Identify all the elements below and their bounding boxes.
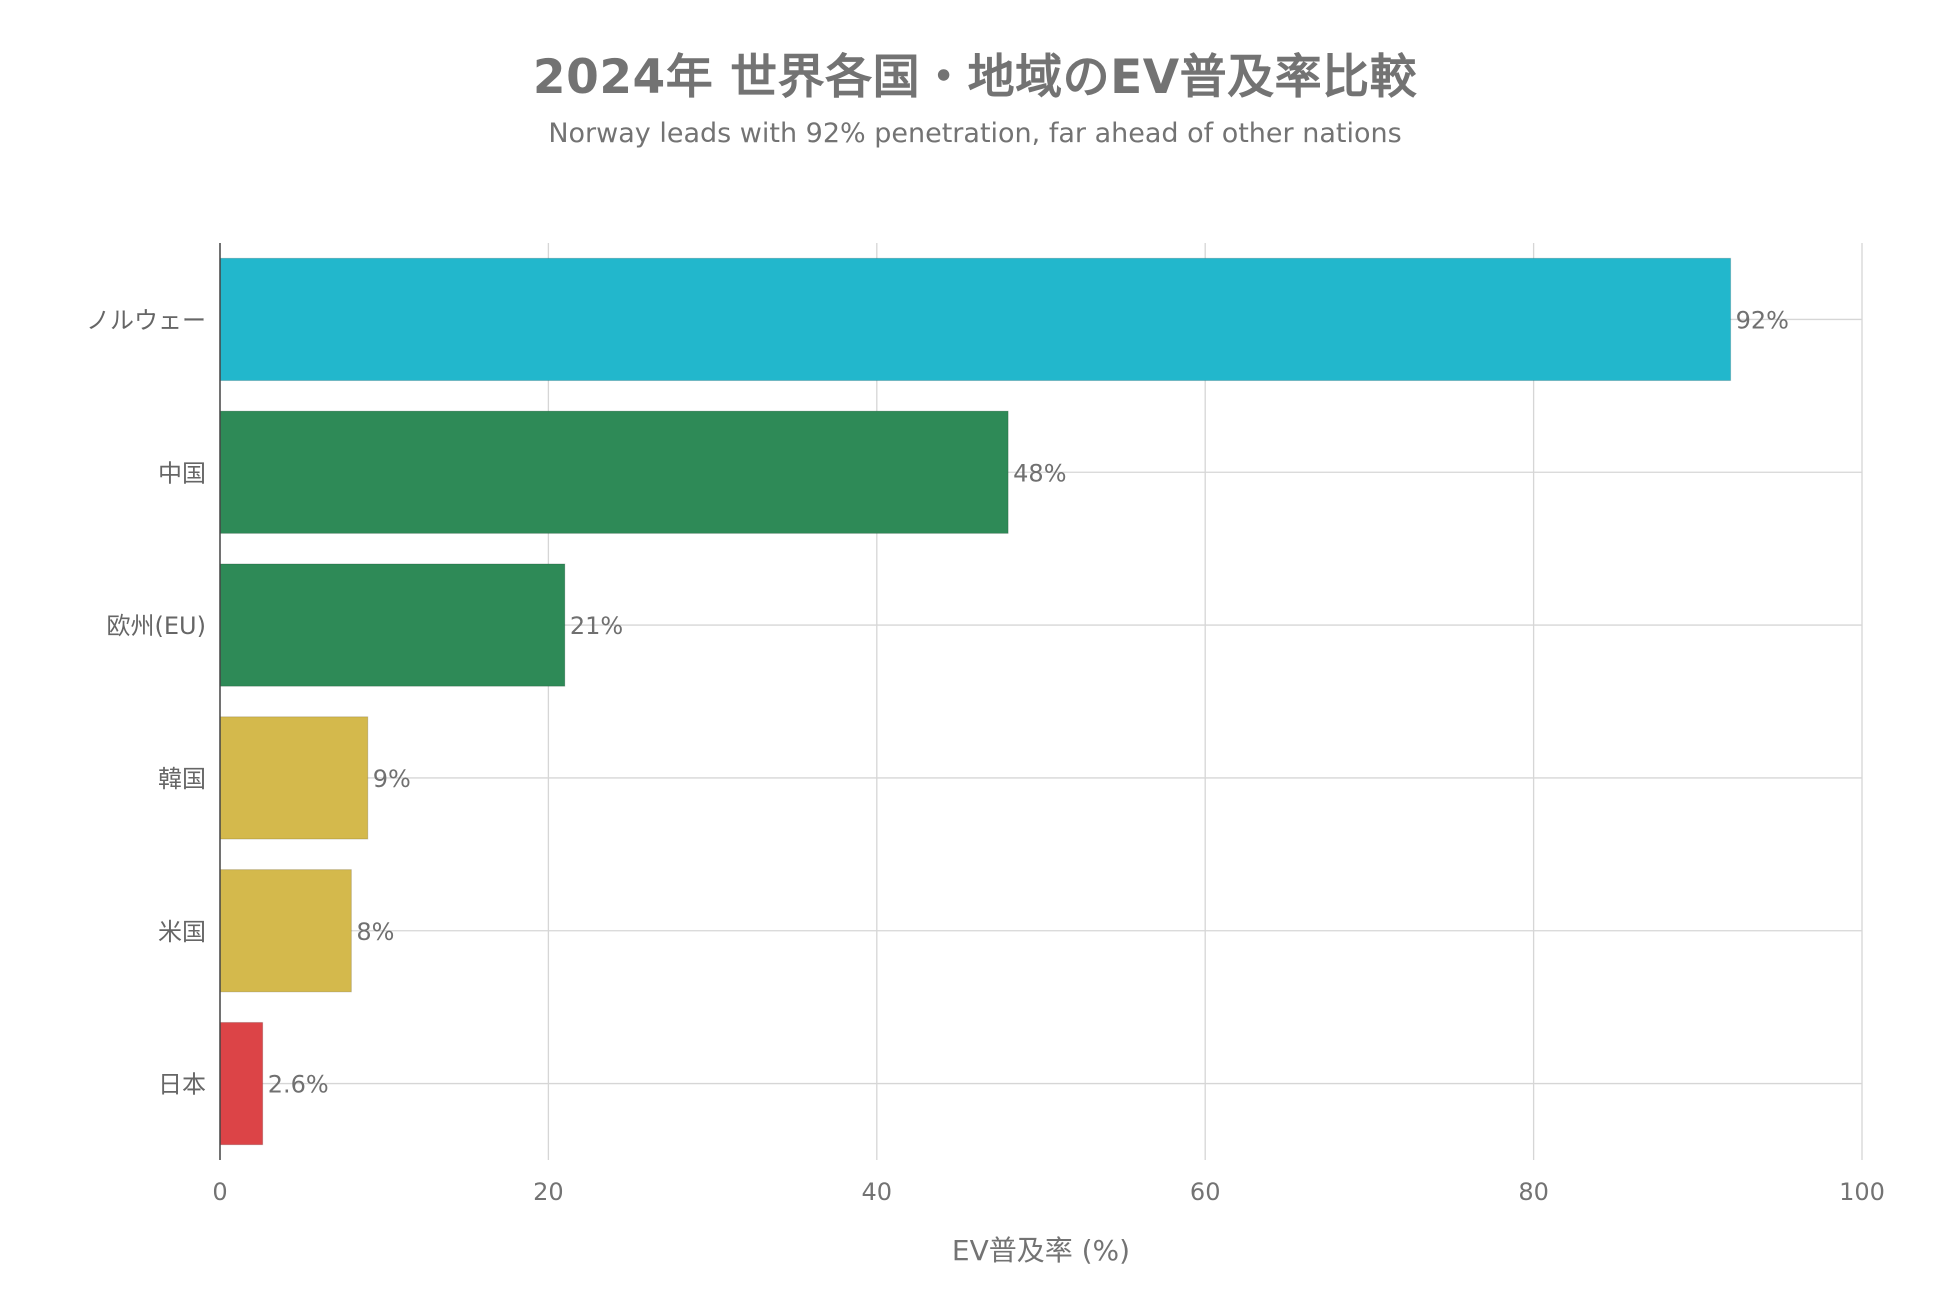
data-label: 21% — [570, 612, 623, 640]
x-tick-label: 100 — [1839, 1178, 1885, 1206]
chart-title: 2024年 世界各国・地域のEV普及率比較 — [532, 50, 1418, 105]
bar-layer — [219, 257, 1732, 1146]
bar — [219, 410, 1009, 534]
data-label: 9% — [373, 765, 411, 793]
data-label: 2.6% — [268, 1071, 329, 1099]
label-layer: 0 20 40 60 80 100 ノルウェー 92% 中国 48% 欧州(EU) 21% 韓国 9% 米国… — [86, 306, 1885, 1206]
x-axis-title: EV普及率 (%) — [952, 1234, 1130, 1267]
category-label: 韓国 — [158, 765, 206, 793]
category-label: ノルウェー — [86, 306, 206, 334]
category-label: 中国 — [158, 459, 206, 487]
x-tick-label: 40 — [862, 1178, 893, 1206]
bar — [219, 869, 352, 993]
x-tick-label: 80 — [1518, 1178, 1549, 1206]
bar — [219, 716, 369, 840]
category-label: 米国 — [158, 918, 206, 946]
data-label: 48% — [1013, 459, 1066, 487]
category-label: 欧州(EU) — [107, 612, 206, 640]
bar — [219, 1021, 264, 1146]
data-label: 8% — [356, 918, 394, 946]
x-tick-label: 0 — [212, 1178, 227, 1206]
category-label: 日本 — [158, 1071, 206, 1099]
x-tick-label: 60 — [1190, 1178, 1221, 1206]
bar — [219, 257, 1732, 382]
x-tick-label: 20 — [533, 1178, 564, 1206]
bar — [219, 563, 566, 687]
data-label: 92% — [1736, 306, 1789, 334]
chart-subtitle: Norway leads with 92% penetration, far a… — [548, 118, 1402, 149]
